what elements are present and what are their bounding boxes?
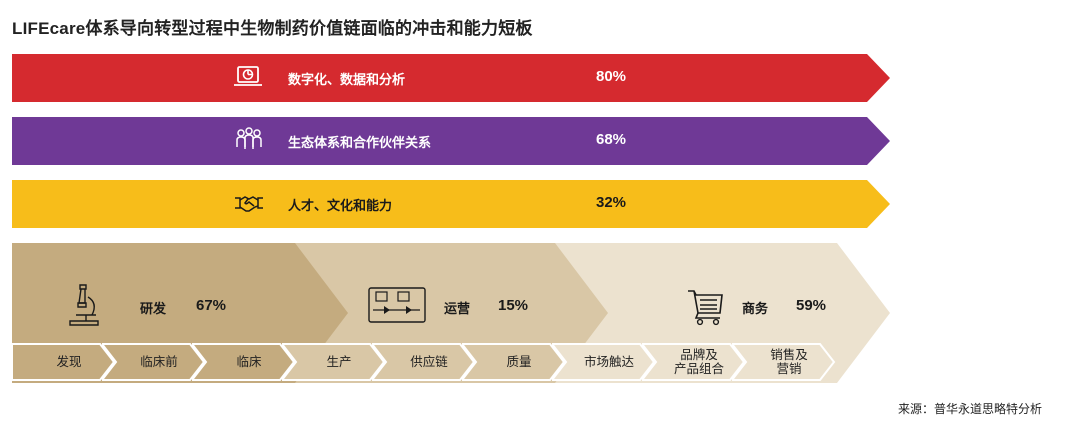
operations-board-icon (368, 287, 426, 323)
value-chain: 研发 67% 运营 15% 商务 59% 发现 临床前 临床 生产 (12, 243, 892, 383)
chain-step-market-access: 市场触达 (552, 343, 656, 381)
step-label: 品牌及 产品组合 (673, 348, 724, 376)
step-chevron-shape (732, 343, 836, 381)
band-percent: 32% (596, 194, 627, 211)
pie-chart-monitor-icon (234, 66, 262, 86)
band-label: 数字化、数据和分析 (288, 72, 406, 87)
step-chevron-shape (552, 343, 656, 381)
step-chevron-shape (282, 343, 386, 381)
microscope-icon (69, 284, 99, 326)
step-label: 生产 (326, 355, 352, 369)
band-percent: 68% (596, 131, 627, 148)
band-label: 生态体系和合作伙伴关系 (288, 135, 432, 150)
step-chevron-shape (102, 343, 206, 381)
segment-percent-operations: 15% (498, 297, 529, 314)
segment-percent-rnd: 67% (196, 297, 227, 314)
step-label: 临床前 (140, 355, 178, 369)
segment-percent-commercial: 59% (796, 297, 827, 314)
chain-step-sales-marketing: 销售及 营销 (732, 343, 836, 381)
step-label: 销售及 营销 (770, 348, 808, 376)
impact-band-digital: 数字化、数据和分析 80% (12, 54, 892, 102)
band-percent: 80% (596, 68, 627, 85)
step-label: 市场触达 (583, 355, 634, 369)
band-arrow-shape (12, 117, 890, 165)
step-label: 质量 (506, 355, 532, 369)
handshake-icon (235, 196, 263, 212)
step-chevron-shape (192, 343, 296, 381)
chain-step-clinical: 临床 (192, 343, 296, 381)
step-chevron-shape (372, 343, 476, 381)
chain-step-manufacturing: 生产 (282, 343, 386, 381)
step-chevron-shape (12, 343, 116, 381)
chain-step-quality: 质量 (462, 343, 566, 381)
chain-step-discovery: 发现 (12, 343, 116, 381)
step-label: 供应链 (410, 355, 448, 369)
chain-step-preclinical: 临床前 (102, 343, 206, 381)
band-arrow-shape (12, 180, 890, 228)
segment-title-rnd: 研发 (140, 301, 167, 316)
page-title: LIFEcare体系导向转型过程中生物制药价值链面临的冲击和能力短板 (12, 19, 533, 38)
segment-title-commercial: 商务 (742, 301, 769, 316)
step-chevron-shape (642, 343, 746, 381)
segment-title-operations: 运营 (444, 301, 471, 316)
step-label: 临床 (236, 355, 262, 369)
step-chevron-shape (462, 343, 566, 381)
shopping-cart-icon (688, 290, 723, 326)
band-label: 人才、文化和能力 (288, 198, 393, 213)
source-note: 来源：普华永道思略特分析 (897, 402, 1042, 416)
band-arrow-shape (12, 54, 890, 102)
impact-band-ecosystem: 生态体系和合作伙伴关系 68% (12, 117, 892, 165)
people-group-icon (236, 127, 262, 149)
chain-step-brand-portfolio: 品牌及 产品组合 (642, 343, 746, 381)
chain-step-supply-chain: 供应链 (372, 343, 476, 381)
impact-band-talent: 人才、文化和能力 32% (12, 180, 892, 228)
step-label: 发现 (56, 355, 82, 369)
